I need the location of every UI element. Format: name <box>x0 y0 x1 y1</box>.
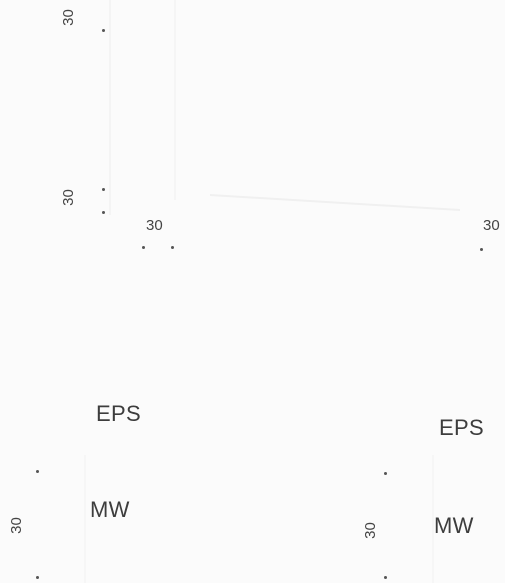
dimension-tick <box>384 576 387 579</box>
layer-label-left-mw: MW <box>90 497 130 522</box>
dimension-label-top-horizontal-2: 30 <box>483 217 500 234</box>
layer-label-right-eps: EPS <box>439 415 484 440</box>
layer-label-right-mw: MW <box>434 513 474 538</box>
dimension-tick <box>142 246 145 249</box>
dimension-label-top-vertical-2: 30 <box>59 189 77 206</box>
dimension-tick <box>102 188 105 191</box>
dimension-label-top-horizontal-1: 30 <box>146 217 163 234</box>
layer-label-left-eps: EPS <box>96 401 141 426</box>
dimension-label-top-vertical-1: 30 <box>59 9 77 26</box>
dimension-tick <box>480 248 483 251</box>
dimension-tick <box>384 472 387 475</box>
dimension-label-bottom-left-vertical: 30 <box>7 517 25 534</box>
dimension-tick <box>171 246 174 249</box>
dimension-tick <box>102 29 105 32</box>
dimension-label-bottom-right-vertical: 30 <box>361 522 379 539</box>
dimension-tick <box>36 576 39 579</box>
dimension-tick <box>102 211 105 214</box>
dimension-tick <box>36 470 39 473</box>
